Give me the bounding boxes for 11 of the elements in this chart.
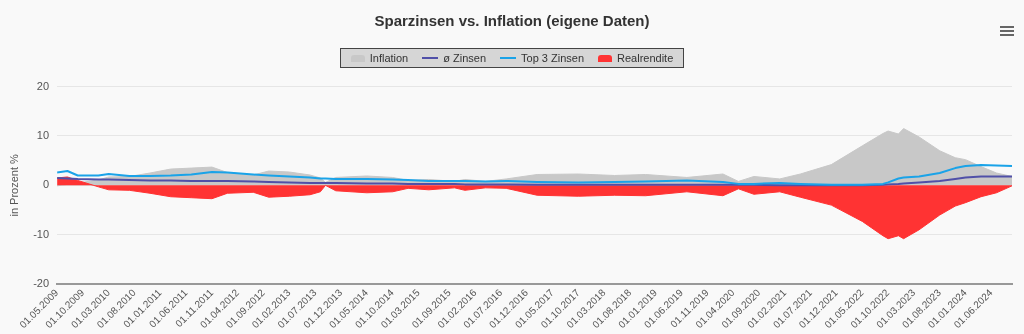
y-tick-label: -20 [33, 277, 50, 290]
legend-label: ø Zinsen [443, 52, 487, 64]
legend-label: Inflation [369, 52, 409, 64]
legend-label: Realrendite [617, 52, 674, 64]
y-tick-label: -10 [33, 227, 50, 240]
y-tick-label: 10 [36, 129, 50, 142]
legend-label: Top 3 Zinsen [521, 52, 585, 64]
y-tick-label: 20 [36, 79, 50, 92]
y-axis-title: in Prozent % [7, 153, 20, 217]
y-tick-label: 0 [42, 178, 50, 191]
chart-title: Sparzinsen vs. Inflation (eigene Daten) [373, 12, 651, 29]
